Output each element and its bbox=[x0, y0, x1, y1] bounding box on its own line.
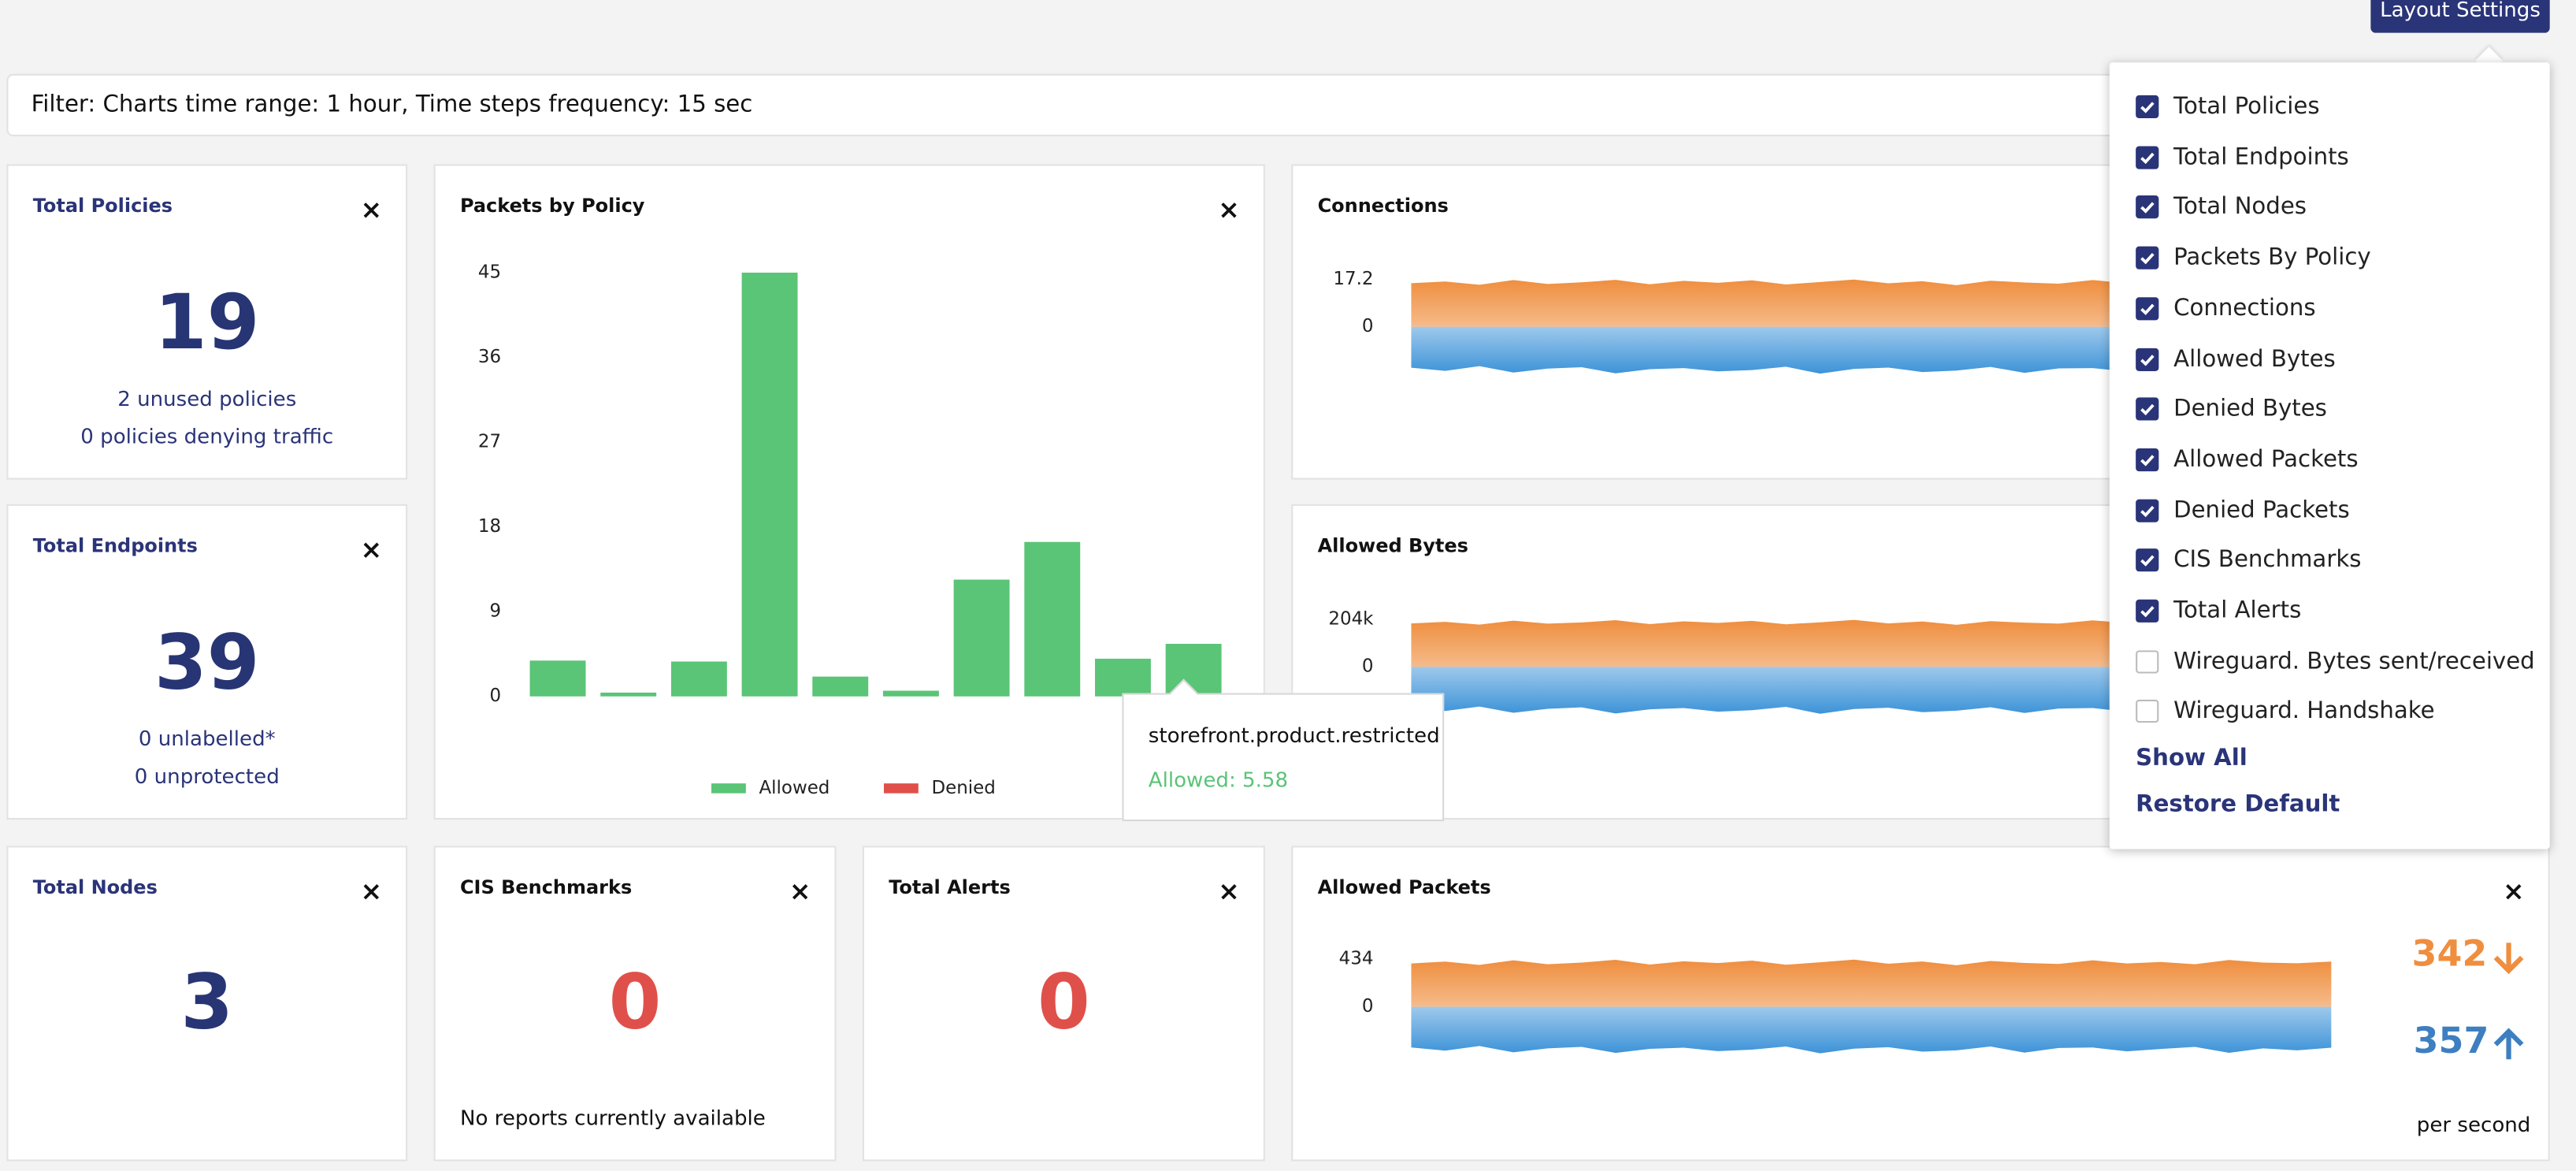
menu-item[interactable]: Allowed Bytes bbox=[2136, 343, 2336, 376]
rate-unit: per second bbox=[2416, 1112, 2531, 1137]
check-mark bbox=[2140, 505, 2155, 517]
menu-item[interactable]: Total Policies bbox=[2136, 91, 2320, 124]
card-line: 0 policies denying traffic bbox=[80, 423, 334, 448]
check-mark bbox=[2140, 404, 2155, 416]
layout-menu: Show All Restore Default Total Policies T… bbox=[2109, 62, 2550, 849]
check-mark bbox=[2140, 606, 2155, 618]
menu-item[interactable]: Total Nodes bbox=[2136, 191, 2307, 225]
received-rate: 357 bbox=[2413, 1021, 2489, 1063]
chart-title: Allowed Packets bbox=[1317, 875, 1491, 899]
filter-text: Filter: Charts time range: 1 hour, Time … bbox=[31, 91, 753, 119]
checkbox[interactable] bbox=[2136, 347, 2159, 370]
checkbox[interactable] bbox=[2136, 145, 2159, 169]
big-number: 39 bbox=[154, 617, 260, 707]
restore-default[interactable]: Restore Default bbox=[2136, 791, 2340, 818]
card-title: CIS Benchmarks bbox=[459, 875, 633, 899]
check-mark bbox=[2140, 303, 2155, 315]
menu-item-label: Wireguard. Handshake bbox=[2173, 698, 2435, 725]
checkbox[interactable] bbox=[2136, 649, 2159, 673]
chart-title: Allowed Bytes bbox=[1317, 533, 1468, 557]
menu-item[interactable]: Wireguard. Handshake bbox=[2136, 695, 2435, 728]
checkbox[interactable] bbox=[2136, 448, 2159, 471]
menu-item-label: Connections bbox=[2173, 295, 2316, 322]
checkbox[interactable] bbox=[2136, 246, 2159, 270]
card: Allowed Packets 342 357 per second bbox=[1291, 846, 2550, 1162]
card-line: 2 unused policies bbox=[117, 385, 297, 411]
checkbox[interactable] bbox=[2136, 397, 2159, 421]
check-mark bbox=[2140, 455, 2155, 467]
close-button[interactable] bbox=[363, 542, 380, 559]
menu-item-label: Wireguard. Bytes sent/received bbox=[2173, 648, 2535, 675]
menu-item[interactable]: Wireguard. Bytes sent/received bbox=[2136, 645, 2535, 678]
card: Total Policies 19 2 unused policies 0 po… bbox=[6, 164, 408, 480]
close-button[interactable] bbox=[363, 883, 380, 900]
check-mark bbox=[2140, 354, 2155, 366]
card: Total Nodes 3 bbox=[6, 846, 408, 1162]
layout-settings-button[interactable]: Layout Settings bbox=[2370, 0, 2550, 33]
chart-title: Packets by Policy bbox=[459, 193, 645, 217]
down-arrow bbox=[2493, 942, 2524, 975]
menu-item-label: Total Nodes bbox=[2173, 194, 2307, 221]
tooltip-title: storefront.product.restricted bbox=[1148, 723, 1440, 748]
menu-item-label: CIS Benchmarks bbox=[2173, 547, 2362, 574]
menu-item-label: Denied Bytes bbox=[2173, 396, 2327, 423]
close-button[interactable] bbox=[1221, 883, 1238, 900]
card: Total Endpoints 39 0 unlabelled* 0 unpro… bbox=[6, 504, 408, 820]
menu-item[interactable]: Total Endpoints bbox=[2136, 141, 2349, 174]
card: CIS Benchmarks 0 No reports currently av… bbox=[433, 846, 837, 1162]
sent-rate: 342 bbox=[2411, 934, 2488, 976]
close-button[interactable] bbox=[2505, 883, 2522, 900]
check-mark bbox=[2140, 253, 2155, 265]
menu-item[interactable]: Total Alerts bbox=[2136, 594, 2301, 627]
card-line: 0 unprotected bbox=[134, 764, 280, 789]
chart-title: Connections bbox=[1317, 193, 1449, 217]
card-title: Total Nodes bbox=[32, 875, 158, 899]
tooltip-text: Allowed: 5.58 bbox=[1148, 767, 1289, 792]
menu-item-label: Allowed Packets bbox=[2173, 446, 2359, 474]
menu-item[interactable]: Packets By Policy bbox=[2136, 242, 2371, 275]
menu-item-label: Total Alerts bbox=[2173, 597, 2302, 624]
checkbox[interactable] bbox=[2136, 599, 2159, 623]
big-number: 3 bbox=[180, 957, 234, 1046]
card-line: 0 unlabelled* bbox=[138, 726, 276, 751]
big-number: 0 bbox=[608, 957, 662, 1046]
card-title: Total Alerts bbox=[889, 875, 1011, 899]
menu-item-label: Total Policies bbox=[2173, 93, 2320, 121]
menu-item[interactable]: CIS Benchmarks bbox=[2136, 544, 2361, 577]
card-note: No reports currently available bbox=[459, 1105, 766, 1130]
show-all[interactable]: Show All bbox=[2136, 745, 2248, 772]
checkbox[interactable] bbox=[2136, 195, 2159, 220]
checkbox[interactable] bbox=[2136, 548, 2159, 572]
check-mark bbox=[2140, 152, 2155, 164]
check-mark bbox=[2140, 556, 2155, 567]
checkbox[interactable] bbox=[2136, 498, 2159, 522]
checkbox[interactable] bbox=[2136, 700, 2159, 723]
big-number: 19 bbox=[154, 277, 260, 366]
menu-item-label: Packets By Policy bbox=[2173, 244, 2371, 272]
menu-item[interactable]: Connections bbox=[2136, 292, 2316, 325]
check-mark bbox=[2140, 203, 2155, 214]
checkbox[interactable] bbox=[2136, 95, 2159, 119]
menu-item[interactable]: Denied Bytes bbox=[2136, 393, 2327, 426]
tooltip: storefront.product.restricted Allowed: 5… bbox=[1122, 678, 1445, 822]
close-button[interactable] bbox=[363, 202, 380, 218]
card: Total Alerts 0 bbox=[862, 846, 1265, 1162]
check-mark bbox=[2140, 102, 2155, 113]
close-button[interactable] bbox=[792, 883, 808, 900]
menu-item[interactable]: Denied Packets bbox=[2136, 493, 2350, 526]
close-button[interactable] bbox=[1221, 202, 1238, 218]
big-number: 0 bbox=[1037, 957, 1090, 1046]
checkbox[interactable] bbox=[2136, 296, 2159, 320]
menu-item[interactable]: Allowed Packets bbox=[2136, 444, 2359, 477]
card-title: Total Policies bbox=[32, 193, 173, 217]
menu-item-label: Denied Packets bbox=[2173, 496, 2350, 524]
up-arrow bbox=[2493, 1028, 2524, 1060]
menu-item-label: Total Endpoints bbox=[2173, 143, 2349, 171]
menu-item-label: Allowed Bytes bbox=[2173, 345, 2336, 373]
card-title: Total Endpoints bbox=[32, 533, 198, 557]
